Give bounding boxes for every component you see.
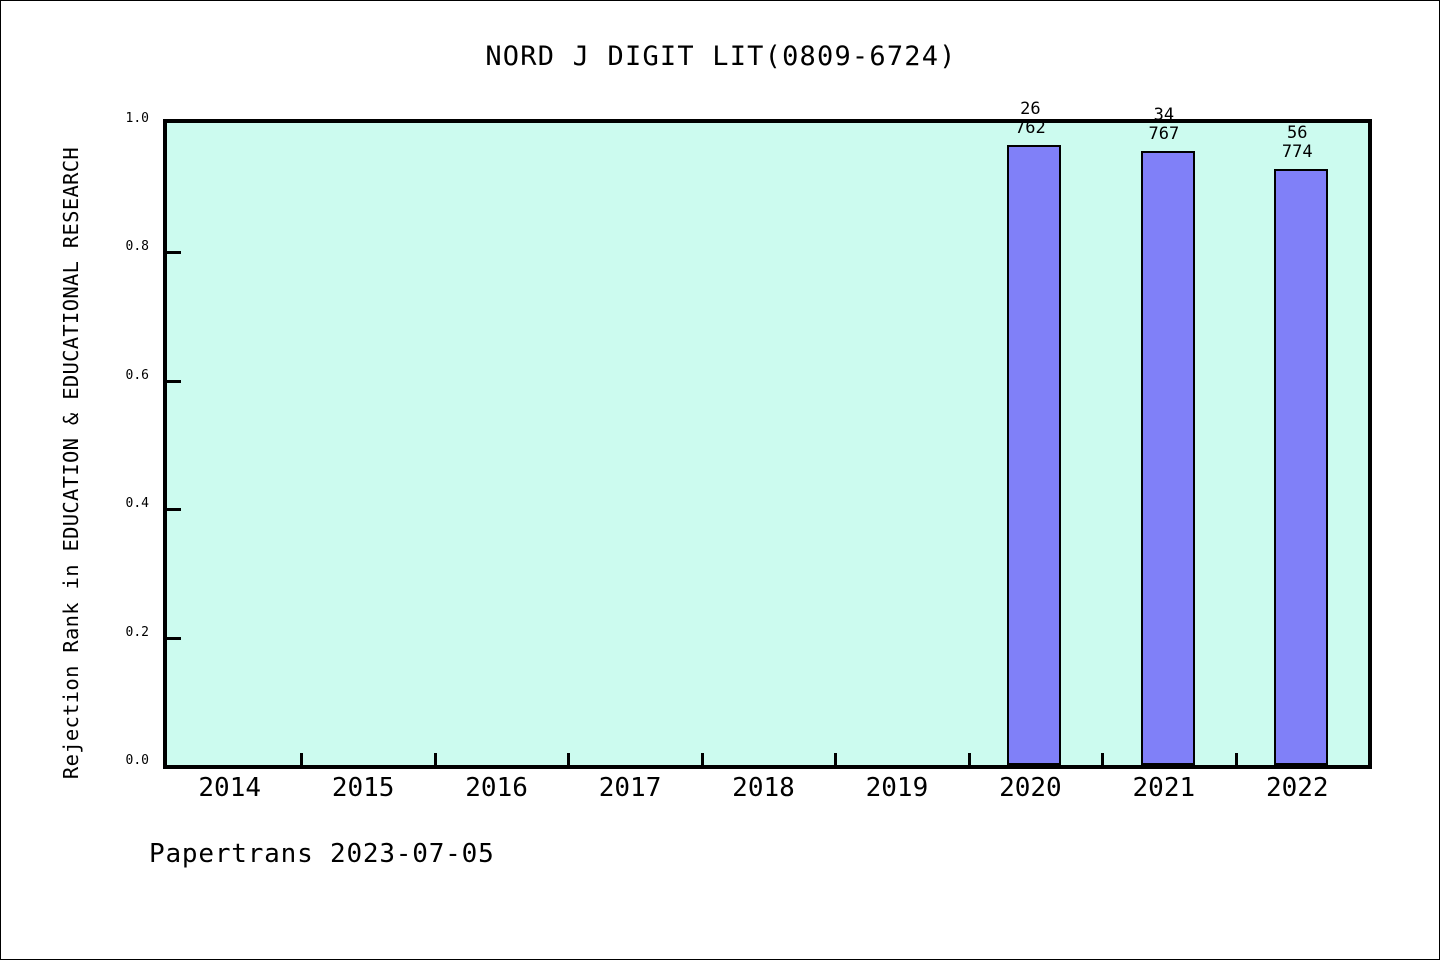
- y-axis-tick-label: 0.8: [125, 239, 149, 255]
- x-axis-tick-label: 2015: [331, 773, 395, 803]
- bar-label-numerator: 56: [1287, 123, 1308, 144]
- bar-label-denominator: 767: [1148, 124, 1180, 145]
- x-axis-tick-mark: [433, 753, 437, 765]
- chart-title: NORD J DIGIT LIT(0809-6724): [485, 41, 957, 72]
- x-axis-tick-mark: [834, 753, 838, 765]
- x-axis-tick-mark: [567, 753, 571, 765]
- footer-note: Papertrans 2023-07-05: [149, 839, 495, 869]
- x-axis-tick-label: 2014: [198, 773, 262, 803]
- bar-value-label: 34 767: [1104, 106, 1224, 144]
- y-axis-tick-mark: [167, 379, 181, 383]
- y-axis-tick-mark: [167, 508, 181, 512]
- bar: [1007, 144, 1062, 765]
- x-axis-tick-label: 2019: [865, 773, 929, 803]
- x-axis-tick-label: 2022: [1265, 773, 1329, 803]
- x-axis-tick-label: 2017: [598, 773, 662, 803]
- bar-value-label: 26 762: [970, 98, 1090, 138]
- x-axis-tick-label: 2016: [465, 773, 528, 803]
- bar-label-denominator: 774: [1281, 142, 1313, 163]
- x-axis-tick-label: 2021: [1132, 773, 1196, 803]
- y-axis-tick-mark: [167, 251, 181, 255]
- bar: [1140, 151, 1195, 765]
- y-axis-tick-label: 1.0: [125, 111, 149, 126]
- x-axis-tick-mark: [700, 753, 704, 765]
- bar-value-label: 56 774: [1237, 124, 1357, 162]
- y-axis-tick-mark: [167, 636, 181, 640]
- x-axis-tick-label: 2020: [999, 773, 1062, 803]
- x-axis-tick-mark: [967, 753, 971, 765]
- y-axis-title: Rejection Rank in EDUCATION & EDUCATIONA…: [59, 146, 83, 780]
- x-axis-tick-mark: [1101, 753, 1105, 765]
- x-axis-tick-mark: [300, 753, 304, 765]
- y-axis-tick-label: 0.2: [125, 624, 149, 640]
- bar-label-numerator: 26: [1020, 98, 1041, 119]
- bar-label-numerator: 34: [1153, 105, 1175, 126]
- x-axis-tick-mark: [1234, 753, 1238, 765]
- bar: [1274, 169, 1329, 765]
- plot-area: [163, 119, 1372, 769]
- y-axis-tick-label: 0.4: [125, 496, 149, 512]
- y-axis-tick-label: 0.0: [125, 753, 149, 768]
- bar-label-denominator: 762: [1015, 117, 1046, 138]
- y-axis-tick-label: 0.6: [125, 367, 149, 383]
- x-axis-tick-label: 2018: [732, 773, 795, 803]
